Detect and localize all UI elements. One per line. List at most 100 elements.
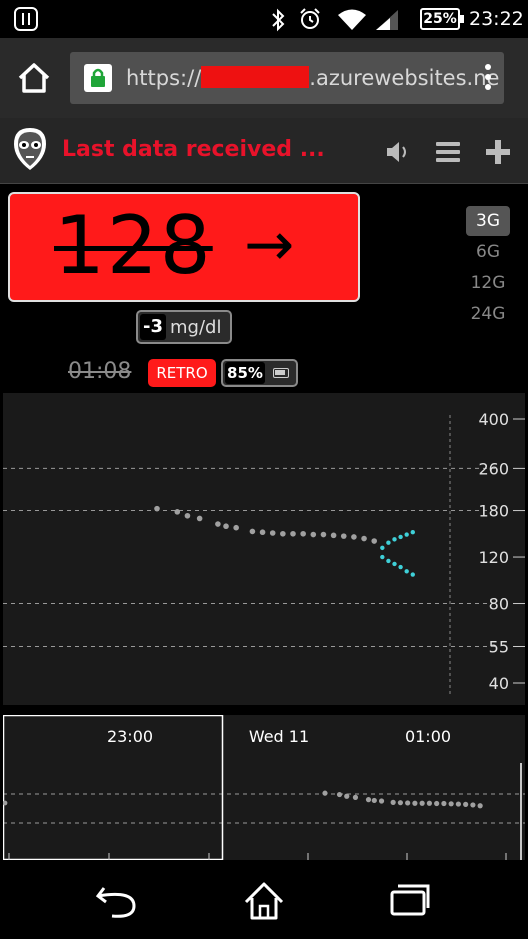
uploader-battery-pill: 85% bbox=[221, 359, 298, 387]
alien-logo-icon bbox=[14, 128, 46, 170]
units-label: mg/dl bbox=[170, 317, 222, 338]
uploader-battery-value: 85% bbox=[225, 362, 265, 384]
overflow-menu-icon[interactable] bbox=[482, 64, 494, 94]
home-icon[interactable] bbox=[16, 62, 52, 94]
forecast-point bbox=[398, 534, 403, 540]
status-bar: 25% 23:22 bbox=[0, 0, 528, 38]
app-icon bbox=[14, 7, 38, 31]
forecast-point bbox=[380, 545, 385, 551]
last-data-status: Last data received ... bbox=[62, 137, 325, 162]
y-tick-label: 400 bbox=[478, 410, 509, 429]
alarm-icon bbox=[300, 8, 320, 29]
lock-icon bbox=[84, 64, 112, 92]
url-prefix: https:// bbox=[126, 66, 202, 90]
glucose-point bbox=[196, 515, 203, 522]
glucose-point bbox=[371, 538, 378, 544]
url-suffix: .azurewebsites.ne bbox=[309, 66, 500, 90]
bg-value: 128 bbox=[54, 199, 213, 292]
bluetooth-icon bbox=[272, 8, 285, 32]
wifi-icon bbox=[338, 9, 366, 30]
x-tick-label: 23:00 bbox=[107, 727, 153, 746]
brush-window[interactable] bbox=[2, 714, 224, 861]
context-point bbox=[463, 801, 469, 807]
glucose-point bbox=[249, 528, 256, 535]
context-point bbox=[344, 793, 350, 799]
context-point bbox=[405, 800, 411, 806]
speaker-icon[interactable] bbox=[384, 138, 412, 166]
context-point bbox=[426, 800, 432, 806]
glucose-chart-svg: 400 260 180 120 80 55 40 bbox=[3, 410, 525, 695]
forecast-point bbox=[410, 572, 415, 577]
bottom-navigation bbox=[0, 866, 528, 939]
forecast-point bbox=[386, 558, 391, 564]
clock: 23:22 bbox=[469, 8, 524, 30]
x-tick-label: 01:00 bbox=[405, 727, 451, 746]
plus-icon[interactable] bbox=[484, 138, 512, 166]
forecast-point bbox=[404, 569, 409, 574]
context-point bbox=[365, 797, 372, 803]
bg-reading-box: 128 → bbox=[8, 192, 360, 302]
url-redaction bbox=[201, 66, 310, 88]
context-point bbox=[2, 800, 8, 806]
glucose-point bbox=[320, 531, 327, 538]
app-header: Last data received ... bbox=[0, 118, 528, 184]
context-point bbox=[434, 800, 440, 807]
context-point bbox=[378, 798, 385, 804]
url-text: https:// .azurewebsites.ne bbox=[126, 64, 499, 92]
forecast-point bbox=[392, 561, 397, 567]
glucose-point bbox=[300, 530, 306, 537]
home-icon[interactable] bbox=[240, 880, 288, 924]
glucose-point bbox=[351, 534, 357, 540]
context-point bbox=[336, 791, 343, 798]
glucose-point bbox=[290, 530, 296, 537]
y-tick-label: 260 bbox=[478, 459, 509, 478]
last-reading-time: 01:08 bbox=[68, 359, 132, 384]
glucose-point bbox=[269, 530, 276, 536]
glucose-point bbox=[154, 505, 160, 512]
glucose-point bbox=[280, 530, 286, 537]
delta-value: -3 bbox=[140, 314, 166, 340]
battery-icon: 25% bbox=[420, 8, 464, 30]
context-point bbox=[419, 800, 425, 806]
context-chart-svg: 23:00 Wed 11 01:00 bbox=[2, 714, 525, 861]
forecast-point bbox=[392, 537, 397, 542]
battery-icon bbox=[273, 368, 289, 378]
y-tick-label: 180 bbox=[478, 502, 509, 521]
back-icon[interactable] bbox=[94, 880, 142, 924]
battery-percent: 25% bbox=[423, 11, 457, 27]
glucose-point bbox=[340, 533, 347, 539]
tabs-icon[interactable] bbox=[386, 880, 434, 924]
y-tick-label: 120 bbox=[478, 548, 509, 567]
y-tick-label: 40 bbox=[489, 674, 509, 693]
context-point bbox=[477, 803, 483, 809]
range-12h-button[interactable]: 12G bbox=[470, 273, 506, 293]
browser-toolbar: https:// .azurewebsites.ne bbox=[0, 38, 528, 118]
time-range-selector: 3G 6G 12G 24G bbox=[466, 206, 518, 330]
forecast-point bbox=[380, 554, 385, 560]
trend-arrow: → bbox=[244, 210, 295, 280]
glucose-point bbox=[361, 535, 367, 542]
glucose-point bbox=[330, 532, 337, 539]
range-24h-button[interactable]: 24G bbox=[470, 304, 506, 324]
context-chart[interactable]: 23:00 Wed 11 01:00 bbox=[2, 714, 525, 861]
context-point bbox=[455, 801, 461, 807]
glucose-point bbox=[259, 529, 266, 536]
forecast-point bbox=[398, 564, 403, 570]
context-point bbox=[352, 794, 359, 800]
glucose-point bbox=[184, 512, 191, 519]
y-tick-label: 55 bbox=[489, 637, 509, 656]
glucose-point bbox=[223, 523, 229, 530]
retro-badge: RETRO bbox=[148, 359, 216, 387]
glucose-chart[interactable]: 400 260 180 120 80 55 40 bbox=[3, 393, 525, 705]
context-point bbox=[390, 799, 396, 805]
context-point bbox=[441, 800, 447, 807]
delta-pill: -3 mg/dl bbox=[136, 310, 232, 344]
context-point bbox=[322, 790, 328, 796]
range-3h-button[interactable]: 3G bbox=[466, 206, 510, 236]
signal-icon bbox=[376, 10, 398, 30]
menu-icon[interactable] bbox=[434, 138, 462, 166]
range-6h-button[interactable]: 6G bbox=[476, 242, 500, 262]
glucose-point bbox=[174, 509, 181, 515]
url-field[interactable]: https:// .azurewebsites.ne bbox=[70, 52, 504, 104]
glucose-point bbox=[310, 531, 317, 538]
